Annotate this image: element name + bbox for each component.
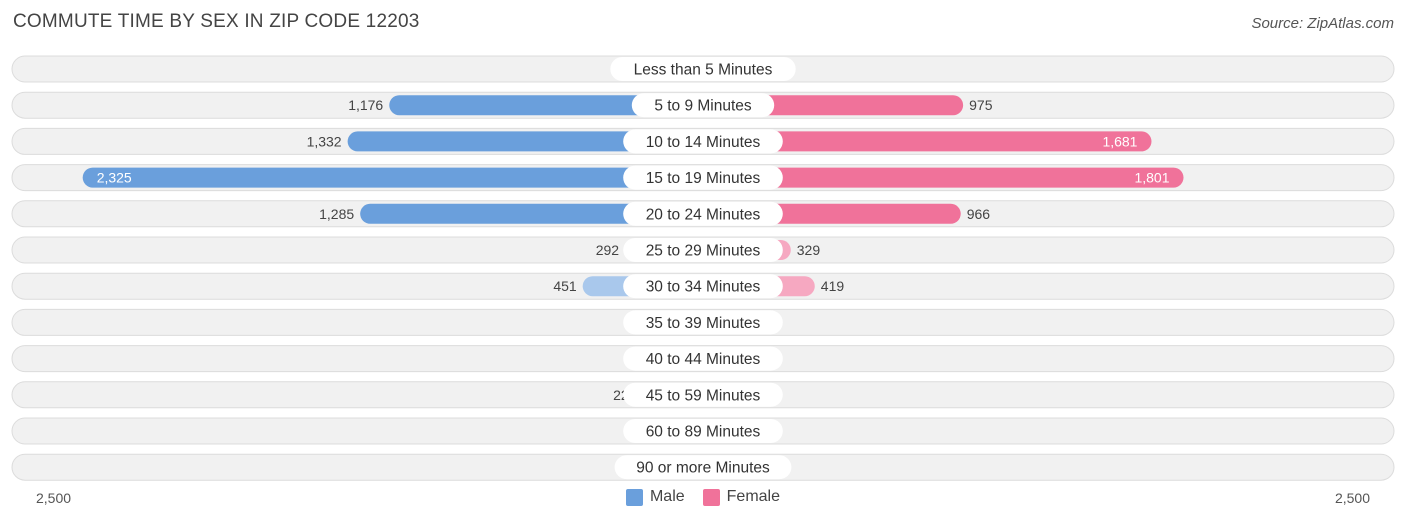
chart-row: 2,325 1,801 15 to 19 Minutes: [11, 164, 1395, 192]
value-label-female: 1,681: [1102, 133, 1137, 149]
legend-label-male: Male: [649, 488, 685, 505]
value-label-female: 419: [821, 278, 845, 294]
legend-item-male: Male: [625, 488, 685, 506]
category-label-background: [623, 129, 783, 154]
category-label-background: [614, 455, 792, 480]
source-attribution: Source: ZipAtlas.com: [1251, 15, 1394, 32]
axis-right-label: 2,500: [1334, 490, 1370, 506]
chart-row: 1,176 975 5 to 9 Minutes: [11, 91, 1395, 119]
category-label-background: [623, 382, 783, 407]
chart-row: 292 329 25 to 29 Minutes: [11, 236, 1395, 264]
value-label-female: 1,801: [1134, 170, 1169, 186]
category-label: 5 to 9 Minutes: [654, 98, 752, 115]
category-label-background: [623, 310, 783, 335]
category-label-background: [623, 419, 783, 443]
value-label-male: 1,285: [319, 206, 354, 222]
category-label-background: [631, 93, 775, 118]
category-label: 20 to 24 Minutes: [646, 206, 761, 223]
value-label-female: 966: [967, 206, 991, 222]
bar-female: [703, 167, 1184, 188]
bar-male: [389, 95, 703, 116]
value-label-female: 975: [969, 97, 993, 113]
bar-male: [347, 131, 703, 152]
category-label: 90 or more Minutes: [636, 460, 770, 477]
legend-label-female: Female: [726, 488, 781, 505]
value-label-male: 2,325: [97, 170, 132, 186]
category-label: 45 to 59 Minutes: [646, 387, 761, 404]
axis-left-label: 2,500: [36, 490, 72, 506]
chart-row: 546740 to 44 Minutes: [11, 345, 1395, 373]
value-label-male: 1,176: [348, 97, 383, 113]
chart-row: 869290 or more Minutes: [11, 453, 1395, 481]
legend-swatch-male: [625, 488, 643, 506]
category-label-background: [623, 274, 783, 299]
category-label: 60 to 89 Minutes: [646, 424, 761, 441]
chart-row: 451 419 30 to 34 Minutes: [11, 272, 1395, 300]
chart-row: 843160 to 89 Minutes: [11, 417, 1395, 445]
chart-row: 22712845 to 59 Minutes: [11, 381, 1395, 409]
chart-row: 6198Less than 5 Minutes: [11, 55, 1395, 83]
legend-swatch-female: [702, 488, 720, 506]
category-label-background: [623, 201, 783, 226]
category-label: 10 to 14 Minutes: [646, 134, 761, 151]
category-label-background: [623, 346, 783, 371]
category-label: Less than 5 Minutes: [634, 62, 773, 79]
category-label: 30 to 34 Minutes: [646, 279, 761, 296]
value-label-male: 292: [596, 242, 620, 258]
category-label: 25 to 29 Minutes: [646, 243, 761, 260]
chart-row: 1,332 1,681 10 to 14 Minutes: [11, 127, 1395, 155]
bar-male: [360, 203, 703, 224]
category-label: 35 to 39 Minutes: [646, 315, 761, 332]
category-label: 40 to 44 Minutes: [646, 351, 761, 368]
value-label-male: 451: [553, 278, 577, 294]
chart-row: 1,285 966 20 to 24 Minutes: [11, 200, 1395, 228]
bar-male: [82, 167, 703, 188]
value-label-female: 329: [797, 242, 821, 258]
category-label-background: [610, 57, 796, 81]
value-label-male: 1,332: [307, 133, 342, 149]
category-label-background: [623, 238, 783, 262]
chart-title: COMMUTE TIME BY SEX IN ZIP CODE 12203: [13, 11, 420, 32]
category-label: 15 to 19 Minutes: [646, 170, 761, 187]
chart-row: 963435 to 39 Minutes: [11, 308, 1395, 336]
category-label-background: [623, 165, 783, 190]
legend-item-female: Female: [702, 488, 781, 506]
legend: Male Female: [0, 488, 1406, 506]
bar-female: [703, 131, 1152, 152]
